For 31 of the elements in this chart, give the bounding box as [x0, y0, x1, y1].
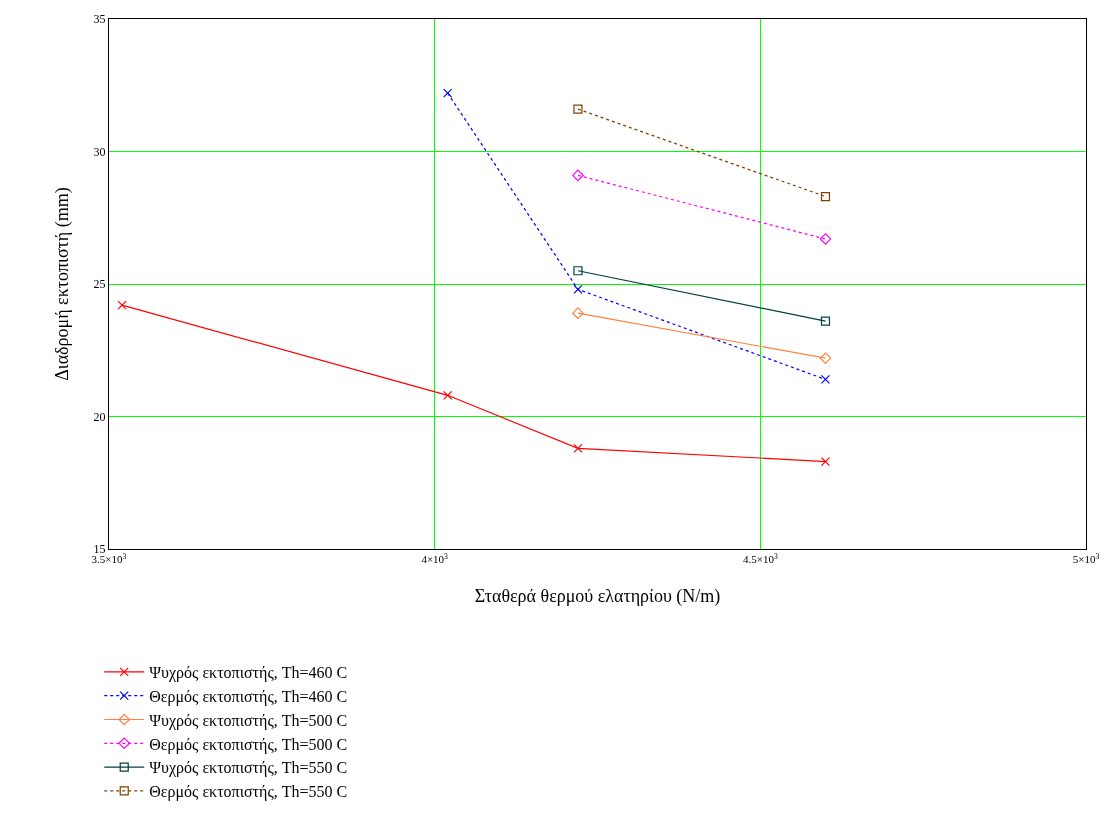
point	[573, 266, 583, 276]
y-tick-label: 25	[93, 277, 106, 292]
y-tick-label: 20	[93, 409, 106, 424]
point	[573, 104, 583, 114]
legend-label: Ψυχρός εκτοπιστής, Th=500 C	[149, 711, 348, 730]
point	[443, 88, 453, 98]
y-tick-label: 35	[93, 12, 106, 27]
y-tick-label: 15	[93, 542, 106, 557]
point	[443, 390, 453, 400]
point	[820, 191, 831, 202]
y-axis-title: Διαδρομή εκτοπιστή (mm)	[51, 187, 73, 381]
point	[820, 316, 831, 326]
x-tick-label: 4.5×10$^{3}$	[742, 551, 778, 566]
point	[819, 352, 832, 364]
legend-label: Θερμός εκτοπιστής, Th=460 C	[149, 687, 348, 706]
legend-label: Ψυχρός εκτοπιστής, Th=550 C	[149, 759, 348, 778]
point	[117, 300, 127, 310]
point	[820, 456, 831, 467]
point	[573, 443, 583, 453]
point	[819, 233, 832, 245]
x-tick-label: 4×10$^{3}$	[421, 551, 449, 566]
x-axis-title: Σταθερά θερμού ελατηρίου (N/m)	[474, 586, 721, 608]
y-tick-label: 30	[93, 144, 106, 159]
point	[572, 169, 584, 182]
point	[572, 307, 584, 319]
legend-label: Ψυχρός εκτοπιστής, Th=460 C	[149, 664, 348, 683]
legend-label: Θερμός εκτοπιστής, Th=500 C	[149, 735, 348, 754]
legend-label: Θερμός εκτοπιστής, Th=550 C	[149, 783, 348, 802]
x-tick-label: 5×10$^{3}$	[1072, 551, 1100, 566]
point	[573, 284, 583, 294]
point	[820, 374, 831, 384]
